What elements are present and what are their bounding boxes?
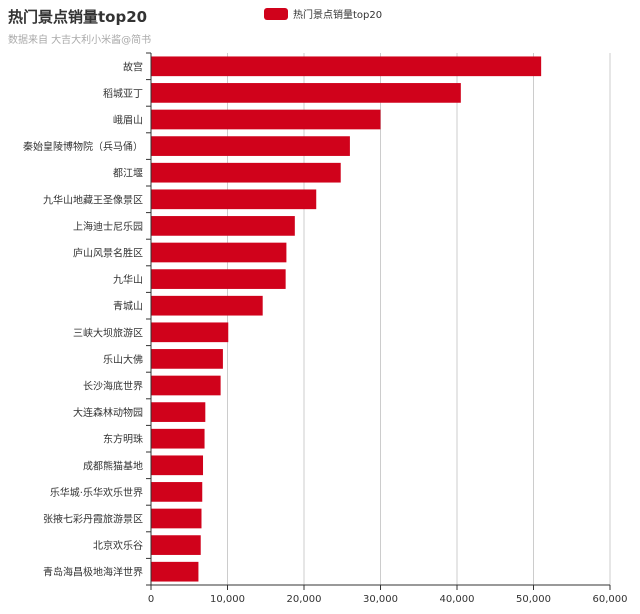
- bar[interactable]: [151, 375, 221, 396]
- bar[interactable]: [151, 269, 286, 289]
- legend-label: 热门景点销量top20: [293, 10, 383, 21]
- bar[interactable]: [151, 508, 202, 529]
- bar[interactable]: [151, 349, 223, 369]
- x-tick-label: 60,000: [593, 594, 628, 605]
- bar[interactable]: [151, 561, 199, 582]
- y-tick-label: 长沙海底世界: [83, 380, 143, 393]
- y-tick-label: 九华山地藏王圣像景区: [43, 193, 143, 206]
- chart-subtitle: 数据来自 大吉大利小米酱@简书: [8, 35, 152, 46]
- y-tick-label: 乐山大佛: [103, 353, 143, 366]
- y-tick-label: 峨眉山: [113, 115, 143, 127]
- bar[interactable]: [151, 322, 229, 343]
- y-tick-label: 故宫: [123, 60, 143, 73]
- y-tick-label: 三峡大坝旅游区: [73, 326, 143, 339]
- legend[interactable]: 热门景点销量top20: [264, 6, 382, 21]
- x-tick-label: 0: [148, 594, 154, 605]
- bar[interactable]: [151, 482, 203, 502]
- y-tick-label: 上海迪士尼乐园: [73, 220, 143, 233]
- bar[interactable]: [151, 216, 295, 236]
- bar[interactable]: [151, 136, 350, 156]
- chart-title: 热门景点销量top20: [8, 8, 148, 26]
- y-tick-label: 成都熊猫基地: [83, 459, 143, 472]
- bar[interactable]: [151, 402, 206, 422]
- y-tick-label: 北京欢乐谷: [93, 539, 143, 552]
- bar[interactable]: [151, 83, 461, 103]
- bar[interactable]: [151, 189, 317, 210]
- y-tick-label: 都江堰: [113, 168, 143, 180]
- bar[interactable]: [151, 162, 341, 183]
- y-tick-label: 青城山: [113, 300, 143, 313]
- bar[interactable]: [151, 428, 205, 449]
- y-tick-label: 乐华城·乐华欢乐世界: [50, 486, 143, 499]
- x-tick-label: 20,000: [287, 594, 322, 605]
- legend-swatch: [264, 7, 288, 20]
- bar[interactable]: [151, 295, 263, 316]
- bar[interactable]: [151, 535, 201, 555]
- x-tick-label: 50,000: [516, 594, 551, 605]
- y-tick-label: 庐山风景名胜区: [73, 247, 143, 260]
- y-tick-label: 大连森林动物园: [73, 406, 143, 419]
- y-tick-label: 张掖七彩丹霞旅游景区: [43, 513, 143, 526]
- y-tick-label: 青岛海昌极地海洋世界: [43, 566, 143, 579]
- x-tick-label: 40,000: [440, 594, 475, 605]
- bar[interactable]: [151, 242, 287, 263]
- bar[interactable]: [151, 109, 381, 130]
- x-tick-label: 10,000: [210, 594, 245, 605]
- bar[interactable]: [151, 56, 542, 77]
- x-tick-label: 30,000: [363, 594, 398, 605]
- y-tick-label: 秦始皇陵博物院（兵马俑）: [23, 140, 143, 153]
- y-tick-label: 九华山: [113, 273, 143, 286]
- y-tick-label: 稻城亚丁: [103, 88, 143, 100]
- bar[interactable]: [151, 455, 204, 476]
- y-tick-label: 东方明珠: [103, 433, 143, 446]
